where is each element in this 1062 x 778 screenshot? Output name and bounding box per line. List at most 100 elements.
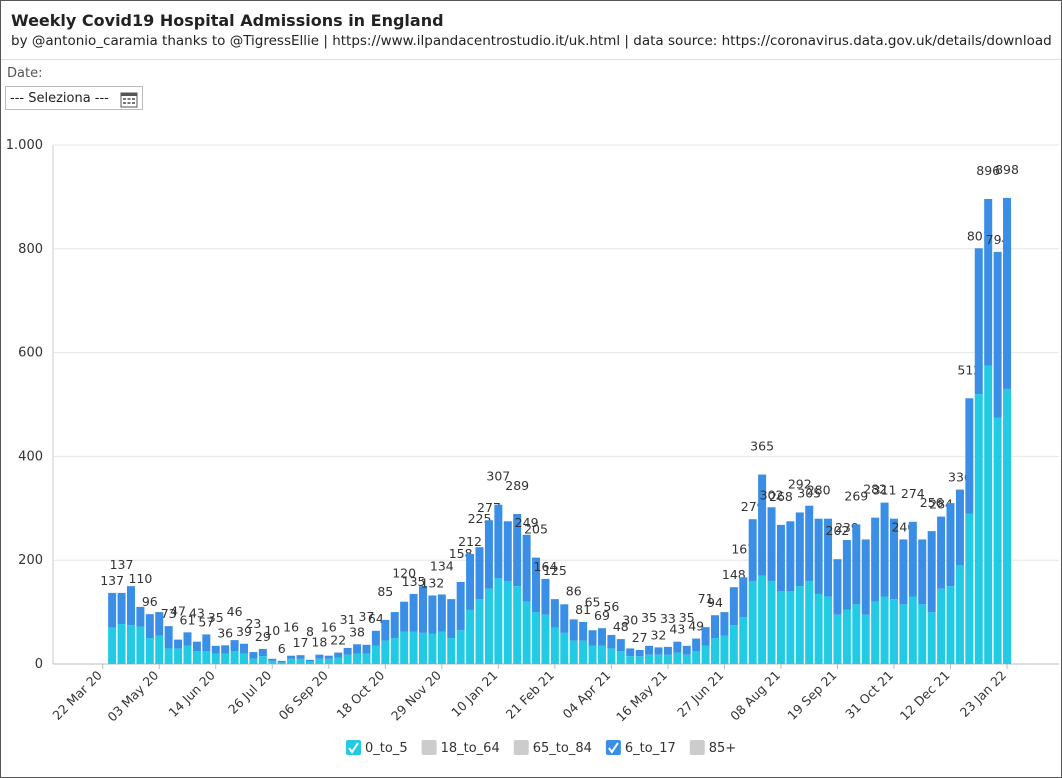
bar-segment	[616, 639, 625, 652]
bar-segment	[824, 518, 833, 597]
bar-segment	[155, 612, 164, 636]
bar-segment	[164, 648, 173, 664]
bar-segment	[466, 553, 475, 610]
bar-segment	[701, 627, 710, 646]
legend-item[interactable]: 0_to_5	[346, 740, 408, 756]
bar-segment	[692, 651, 701, 664]
bar-segment	[993, 251, 1002, 418]
bar-segment	[965, 513, 974, 664]
bar-segment	[230, 651, 239, 664]
total-label: 47	[170, 604, 186, 619]
legend-item[interactable]: 65_to_84	[513, 740, 592, 756]
total-label: 29	[255, 629, 271, 644]
total-label: 302	[760, 487, 784, 502]
bar-segment	[211, 653, 220, 664]
bar-segment	[861, 614, 870, 664]
total-label: 269	[844, 488, 868, 503]
bar-segment	[861, 539, 870, 615]
bar-segment	[532, 557, 541, 613]
total-label: 94	[707, 595, 723, 610]
bar-segment	[654, 654, 663, 664]
legend-item[interactable]: 6_to_17	[605, 740, 676, 756]
total-label: 16	[283, 620, 299, 635]
total-label: 35	[641, 610, 657, 625]
bar-segment	[541, 614, 550, 664]
bar-segment	[447, 638, 456, 664]
bar-segment	[908, 521, 917, 597]
total-label: 8	[306, 624, 314, 639]
bar-segment	[371, 630, 380, 646]
bar-segment	[324, 658, 333, 664]
total-label: 16	[321, 620, 337, 635]
bar-segment	[174, 648, 183, 664]
x-tick-label: 14 Jun 20	[165, 667, 218, 720]
total-label: 164	[534, 559, 558, 574]
total-label: 39	[236, 624, 252, 639]
bar-segment	[428, 595, 437, 634]
bar-segment	[202, 634, 211, 652]
total-label: 48	[613, 619, 629, 634]
bar-segment	[277, 662, 286, 664]
legend-box	[689, 740, 705, 755]
total-label: 57	[198, 614, 214, 629]
bar-segment	[381, 640, 390, 664]
x-tick-label: 29 Nov 20	[388, 667, 444, 723]
bar-segment	[776, 524, 785, 592]
bar-segment	[965, 398, 974, 514]
legend-item[interactable]: 18_to_64	[421, 740, 500, 756]
total-label: 249	[515, 515, 539, 530]
total-label: 289	[505, 478, 529, 493]
date-dropdown[interactable]: --- Seleziona ---	[5, 86, 143, 110]
legend-label: 6_to_17	[625, 741, 676, 756]
bar-segment	[692, 638, 701, 652]
bar-segment	[362, 644, 371, 654]
bar-segment	[390, 612, 399, 639]
bar-segment	[484, 588, 493, 664]
total-label: 274	[901, 486, 925, 501]
total-label: 56	[603, 599, 619, 614]
bar-segment	[192, 641, 201, 652]
total-label: 280	[807, 483, 831, 498]
total-label: 137	[110, 557, 134, 572]
bar-segment	[927, 531, 936, 613]
bar-segment	[117, 624, 126, 664]
bar-segment	[513, 586, 522, 664]
bar-segment	[362, 653, 371, 664]
bar-segment	[767, 580, 776, 664]
bar-segment	[258, 656, 267, 664]
bar-segment	[682, 654, 691, 664]
bar-segment	[645, 654, 654, 664]
total-label: 71	[698, 591, 714, 606]
legend-label: 85+	[709, 741, 736, 756]
y-tick-label: 1.000	[6, 138, 43, 153]
total-label: 69	[594, 608, 610, 623]
total-label: 37	[359, 609, 375, 624]
bar-segment	[494, 578, 503, 664]
bar-segment	[937, 588, 946, 664]
bar-segment	[503, 580, 512, 664]
total-label: 30	[622, 612, 638, 627]
bar-segment	[616, 651, 625, 664]
bar-segment	[230, 640, 239, 652]
total-label: 64	[368, 611, 384, 626]
bar-segment	[447, 599, 456, 639]
bar-segment	[353, 644, 362, 654]
total-label: 81	[575, 602, 591, 617]
bar-segment	[221, 645, 230, 654]
total-label: 86	[566, 583, 582, 598]
x-tick-label: 06 Sep 20	[276, 667, 331, 722]
bar-segment	[126, 625, 135, 664]
total-label: 49	[688, 619, 704, 634]
total-label: 18	[311, 635, 327, 650]
total-label: 65	[585, 594, 601, 609]
bar-segment	[268, 660, 277, 664]
bar-segment	[795, 512, 804, 587]
bar-segment	[503, 521, 512, 581]
legend-item[interactable]: 85+	[689, 740, 736, 756]
total-label: 202	[826, 523, 850, 538]
bar-segment	[522, 534, 531, 602]
total-label: 256	[920, 495, 944, 510]
total-label: 23	[245, 616, 261, 631]
bar-segment	[682, 645, 691, 655]
